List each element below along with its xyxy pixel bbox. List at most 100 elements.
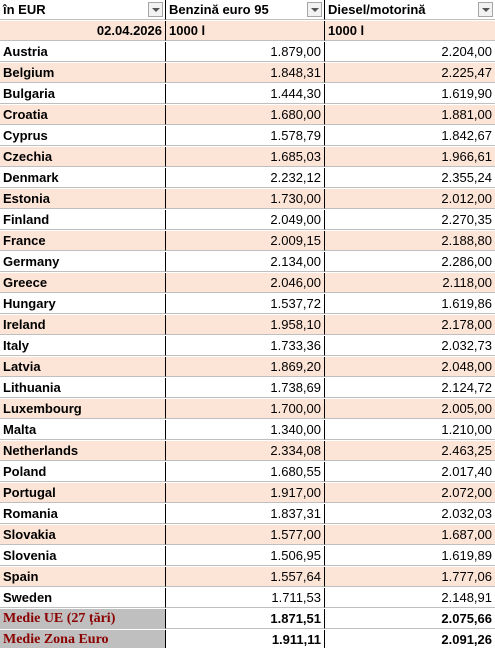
- cell-text: Bulgaria: [3, 86, 56, 101]
- cell: 2.012,00: [325, 189, 495, 209]
- cell: 2.178,00: [325, 315, 495, 335]
- cell-text: Austria: [3, 44, 48, 59]
- cell-text: 1.911,11: [271, 632, 321, 647]
- cell: 2.225,47: [325, 63, 495, 83]
- cell-text: 1.680,00: [270, 107, 321, 122]
- cell: 2.075,66: [325, 609, 495, 629]
- cell-text: 1.879,00: [270, 44, 321, 59]
- cell-text: 1.869,20: [270, 359, 321, 374]
- cell-text: Sweden: [3, 590, 53, 605]
- cell: 2.286,00: [325, 252, 495, 272]
- cell-text: 1.687,00: [441, 527, 492, 542]
- cell: Croatia: [0, 105, 166, 125]
- filter-dropdown[interactable]: [148, 2, 163, 17]
- cell: 1.619,86: [325, 294, 495, 314]
- cell-text: 2.334,08: [270, 443, 321, 458]
- cell-text: Czechia: [3, 149, 53, 164]
- cell-text: 2.046,00: [270, 275, 321, 290]
- cell-text: 1.881,00: [441, 107, 492, 122]
- cell: Portugal: [0, 483, 166, 503]
- data-row: Slovenia 1.506,95 1.619,89: [0, 546, 495, 567]
- cell: 1.340,00: [166, 420, 325, 440]
- cell: 2.005,00: [325, 399, 495, 419]
- cell: Slovenia: [0, 546, 166, 566]
- cell: 1.738,69: [166, 378, 325, 398]
- cell-text: 2.178,00: [441, 317, 492, 332]
- cell: 1.680,55: [166, 462, 325, 482]
- cell-text: 2.463,25: [441, 443, 492, 458]
- cell-text: 2.009,15: [270, 233, 321, 248]
- cell-text: 1.685,03: [270, 149, 321, 164]
- cell-text: 1.738,69: [270, 380, 321, 395]
- cell: 2.204,00: [325, 42, 495, 62]
- header-row: în EUR Benzină euro 95 Diesel/motorină: [0, 0, 495, 21]
- cell-text: 02.04.2026: [96, 23, 162, 38]
- cell-text: Luxembourg: [3, 401, 82, 416]
- filter-dropdown[interactable]: [307, 2, 322, 17]
- data-row: Poland 1.680,55 2.017,40: [0, 462, 495, 483]
- cell-text: 1000 l: [169, 23, 206, 38]
- data-row: Sweden 1.711,53 2.148,91: [0, 588, 495, 609]
- cell: Sweden: [0, 588, 166, 608]
- cell-text: 2.124,72: [441, 380, 492, 395]
- cell: 1.958,10: [166, 315, 325, 335]
- data-row: Ireland 1.958,10 2.178,00: [0, 315, 495, 336]
- cell-text: 1.578,79: [270, 128, 321, 143]
- cell-text: 2.017,40: [441, 464, 492, 479]
- subheader-row: 02.04.2026 1000 l 1000 l: [0, 21, 495, 42]
- cell: Hungary: [0, 294, 166, 314]
- cell-text: 2.072,00: [441, 485, 492, 500]
- data-row: Cyprus 1.578,79 1.842,67: [0, 126, 495, 147]
- cell: 1.210,00: [325, 420, 495, 440]
- cell-text: 1.557,64: [270, 569, 321, 584]
- cell-text: 2.270,35: [441, 212, 492, 227]
- data-row: Italy 1.733,36 2.032,73: [0, 336, 495, 357]
- data-row: Lithuania 1.738,69 2.124,72: [0, 378, 495, 399]
- data-row: Germany 2.134,00 2.286,00: [0, 252, 495, 273]
- cell: 02.04.2026: [0, 21, 166, 41]
- cell-text: 1.871,51: [270, 611, 321, 626]
- cell: 1.444,30: [166, 84, 325, 104]
- cell-text: 1.680,55: [270, 464, 321, 479]
- cell-text: Diesel/motorină: [328, 2, 426, 17]
- data-row: France 2.009,15 2.188,80: [0, 231, 495, 252]
- cell-text: 2.091,26: [441, 632, 492, 647]
- cell: France: [0, 231, 166, 251]
- summary-row: Medie UE (27 țări) 1.871,51 2.075,66: [0, 609, 495, 630]
- cell-text: 1.837,31: [270, 506, 321, 521]
- cell-text: Cyprus: [3, 128, 48, 143]
- data-row: Slovakia 1.577,00 1.687,00: [0, 525, 495, 546]
- cell-text: Malta: [3, 422, 37, 437]
- cell: 2.032,73: [325, 336, 495, 356]
- cell-text: 2.012,00: [441, 191, 492, 206]
- cell: 2.334,08: [166, 441, 325, 461]
- cell: Slovakia: [0, 525, 166, 545]
- cell-text: Hungary: [3, 296, 56, 311]
- cell-text: 2.032,03: [441, 506, 492, 521]
- data-row: Greece 2.046,00 2.118,00: [0, 273, 495, 294]
- cell-text: Medie Zona Euro: [3, 632, 109, 647]
- filter-dropdown[interactable]: [478, 2, 493, 17]
- data-row: Denmark 2.232,12 2.355,24: [0, 168, 495, 189]
- cell: 2.188,80: [325, 231, 495, 251]
- cell-text: Latvia: [3, 359, 41, 374]
- cell: 2.072,00: [325, 483, 495, 503]
- data-row: Netherlands 2.334,08 2.463,25: [0, 441, 495, 462]
- cell: 1.733,36: [166, 336, 325, 356]
- cell: Italy: [0, 336, 166, 356]
- cell: 1.537,72: [166, 294, 325, 314]
- cell: 1.619,90: [325, 84, 495, 104]
- cell-text: Spain: [3, 569, 39, 584]
- data-row: Luxembourg 1.700,00 2.005,00: [0, 399, 495, 420]
- cell-text: Belgium: [3, 65, 55, 80]
- cell: 1.869,20: [166, 357, 325, 377]
- cell: Estonia: [0, 189, 166, 209]
- cell-text: Benzină euro 95: [169, 2, 269, 17]
- cell-text: 2.286,00: [441, 254, 492, 269]
- cell: 2.118,00: [325, 273, 495, 293]
- cell-text: 1.848,31: [270, 65, 321, 80]
- cell-text: 2.118,00: [442, 275, 492, 290]
- cell-text: Finland: [3, 212, 50, 227]
- cell: 1.687,00: [325, 525, 495, 545]
